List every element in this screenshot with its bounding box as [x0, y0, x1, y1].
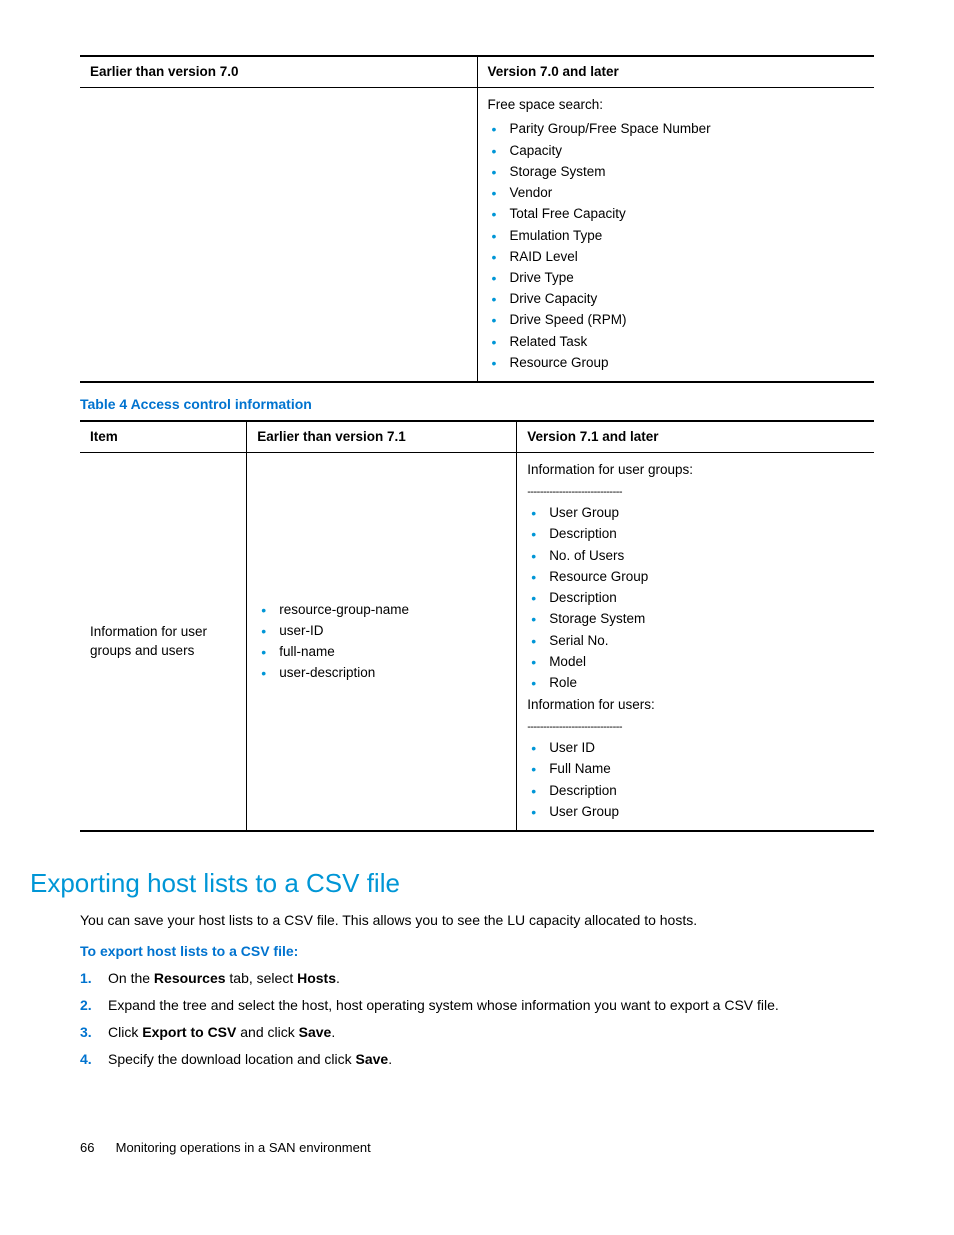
table3-header-later: Version 7.0 and later	[477, 56, 874, 88]
step-1: On the Resources tab, select Hosts.	[80, 969, 874, 988]
list-item: Storage System	[531, 610, 864, 628]
list-item: Model	[531, 653, 864, 671]
list-item: Drive Capacity	[492, 290, 865, 308]
free-space-bullets: Parity Group/Free Space Number Capacity …	[488, 120, 865, 372]
step-bold: Hosts	[297, 970, 336, 986]
separator: ------------------------------	[527, 720, 864, 735]
procedure-list: On the Resources tab, select Hosts. Expa…	[80, 969, 874, 1069]
list-item: User Group	[531, 504, 864, 522]
step-text: and click	[236, 1024, 298, 1040]
step-bold: Save	[355, 1051, 388, 1067]
table-row: Information for user groups and users re…	[80, 453, 874, 831]
procedure-title: To export host lists to a CSV file:	[80, 942, 874, 961]
list-item: User Group	[531, 803, 864, 821]
free-space-lead: Free space search:	[488, 96, 865, 114]
list-item: RAID Level	[492, 248, 865, 266]
table-access-control: Item Earlier than version 7.1 Version 7.…	[80, 420, 874, 832]
list-item: Drive Type	[492, 269, 865, 287]
step-2: Expand the tree and select the host, hos…	[80, 996, 874, 1015]
list-item: user-description	[261, 664, 506, 682]
list-item: Related Task	[492, 333, 865, 351]
table4-header-earlier: Earlier than version 7.1	[247, 421, 517, 453]
step-text: Specify the download location and click	[108, 1051, 355, 1067]
list-item: resource-group-name	[261, 601, 506, 619]
step-text: .	[331, 1024, 335, 1040]
list-item: Description	[531, 782, 864, 800]
table3-earlier-cell	[80, 88, 477, 382]
separator: ------------------------------	[527, 485, 864, 500]
groups-lead: Information for user groups:	[527, 461, 864, 479]
list-item: Drive Speed (RPM)	[492, 311, 865, 329]
list-item: User ID	[531, 739, 864, 757]
table-row: Free space search: Parity Group/Free Spa…	[80, 88, 874, 382]
footer-title: Monitoring operations in a SAN environme…	[116, 1140, 371, 1155]
groups-bullets: User Group Description No. of Users Reso…	[527, 504, 864, 692]
page-number: 66	[80, 1139, 112, 1157]
step-text: .	[388, 1051, 392, 1067]
step-bold: Resources	[154, 970, 226, 986]
earlier-bullets: resource-group-name user-ID full-name us…	[257, 601, 506, 683]
table4-header-item: Item	[80, 421, 247, 453]
list-item: No. of Users	[531, 547, 864, 565]
list-item: Role	[531, 674, 864, 692]
step-3: Click Export to CSV and click Save.	[80, 1023, 874, 1042]
table4-caption: Table 4 Access control information	[80, 395, 874, 414]
list-item: Full Name	[531, 760, 864, 778]
table-version-7-0: Earlier than version 7.0 Version 7.0 and…	[80, 55, 874, 383]
table4-later-cell: Information for user groups: -----------…	[517, 453, 874, 831]
step-bold: Export to CSV	[142, 1024, 236, 1040]
step-text: Click	[108, 1024, 142, 1040]
list-item: Resource Group	[531, 568, 864, 586]
step-4: Specify the download location and click …	[80, 1050, 874, 1069]
table3-later-cell: Free space search: Parity Group/Free Spa…	[477, 88, 874, 382]
step-bold: Save	[299, 1024, 332, 1040]
list-item: user-ID	[261, 622, 506, 640]
table4-header-later: Version 7.1 and later	[517, 421, 874, 453]
list-item: Description	[531, 525, 864, 543]
step-text: .	[336, 970, 340, 986]
table4-earlier-cell: resource-group-name user-ID full-name us…	[247, 453, 517, 831]
users-bullets: User ID Full Name Description User Group	[527, 739, 864, 821]
list-item: Resource Group	[492, 354, 865, 372]
list-item: Description	[531, 589, 864, 607]
section-intro: You can save your host lists to a CSV fi…	[80, 911, 874, 930]
list-item: Emulation Type	[492, 227, 865, 245]
list-item: Total Free Capacity	[492, 205, 865, 223]
users-lead: Information for users:	[527, 696, 864, 714]
list-item: Capacity	[492, 142, 865, 160]
step-text: tab, select	[226, 970, 298, 986]
list-item: Vendor	[492, 184, 865, 202]
page-footer: 66 Monitoring operations in a SAN enviro…	[80, 1139, 874, 1157]
table4-item-cell: Information for user groups and users	[80, 453, 247, 831]
list-item: full-name	[261, 643, 506, 661]
step-text: On the	[108, 970, 154, 986]
section-heading: Exporting host lists to a CSV file	[30, 866, 874, 901]
list-item: Serial No.	[531, 632, 864, 650]
list-item: Parity Group/Free Space Number	[492, 120, 865, 138]
list-item: Storage System	[492, 163, 865, 181]
table3-header-earlier: Earlier than version 7.0	[80, 56, 477, 88]
